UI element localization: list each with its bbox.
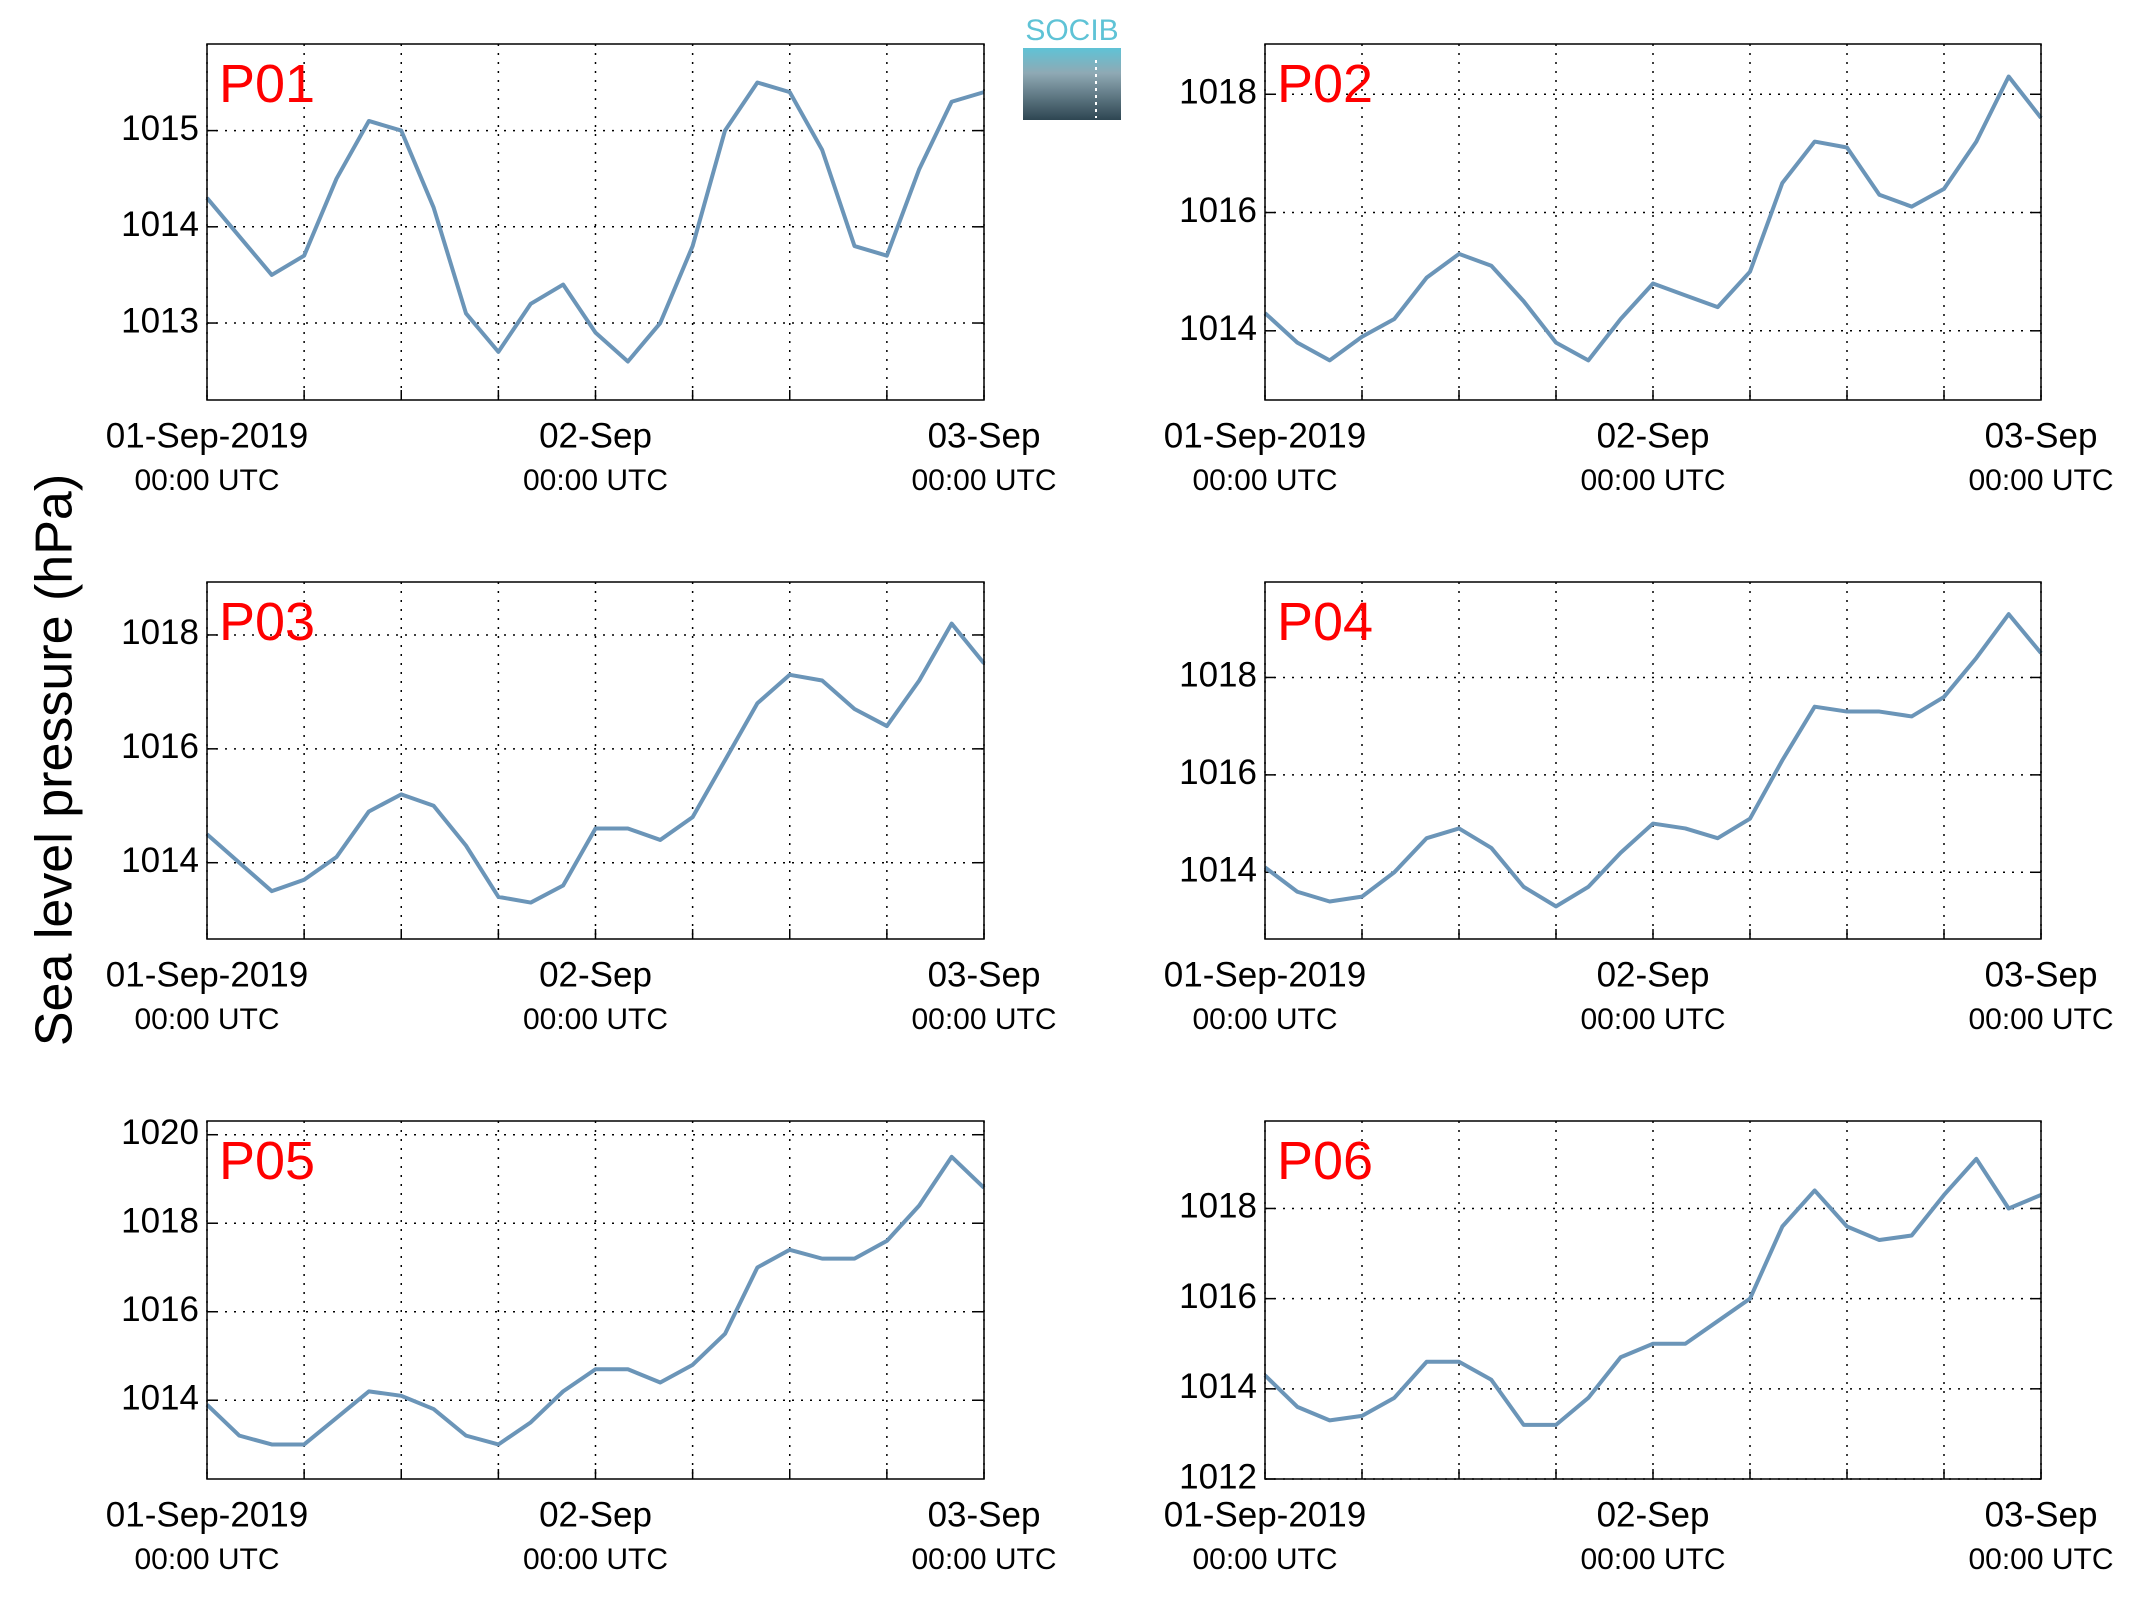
data-line — [205, 621, 986, 905]
logo-mark — [1023, 48, 1121, 120]
y-tick-label: 1014 — [121, 1378, 199, 1417]
x-tick-label: 02-Sep — [1597, 955, 1710, 994]
y-tick-label: 1016 — [1179, 191, 1257, 230]
x-tick-label: 03-Sep — [1985, 416, 2098, 455]
x-tick-label: 02-Sep — [539, 1495, 652, 1534]
y-tick-label: 1016 — [121, 1290, 199, 1329]
x-tick-label: 01-Sep-2019 — [1164, 416, 1366, 455]
plot-area — [1265, 582, 2041, 939]
x-tick-label: 01-Sep-2019 — [106, 955, 308, 994]
x-tick-sublabel: 00:00 UTC — [1192, 1003, 1337, 1036]
x-tick-sublabel: 00:00 UTC — [134, 1543, 279, 1576]
data-line — [1263, 612, 2043, 909]
logo-text: SOCIB — [1025, 14, 1118, 47]
x-tick-sublabel: 00:00 UTC — [1968, 464, 2113, 497]
y-tick-label: 1015 — [121, 109, 199, 148]
y-tick-label: 1014 — [121, 205, 199, 244]
plot-frame — [1264, 43, 2042, 401]
y-tick-label: 1016 — [1179, 1277, 1257, 1316]
x-tick-sublabel: 00:00 UTC — [134, 464, 279, 497]
x-tick-sublabel: 00:00 UTC — [1968, 1543, 2113, 1576]
y-tick-label: 1016 — [121, 727, 199, 766]
plot-frame — [1264, 581, 2042, 940]
x-tick-sublabel: 00:00 UTC — [1580, 464, 1725, 497]
y-tick-label: 1016 — [1179, 753, 1257, 792]
panel-title: P04 — [1277, 592, 1373, 652]
data-line — [1263, 74, 2043, 363]
x-tick-sublabel: 00:00 UTC — [523, 464, 668, 497]
x-tick-label: 02-Sep — [1597, 1495, 1710, 1534]
x-tick-label: 02-Sep — [539, 955, 652, 994]
y-tick-label: 1018 — [121, 613, 199, 652]
x-tick-label: 03-Sep — [1985, 1495, 2098, 1534]
y-tick-label: 1014 — [121, 841, 199, 880]
x-tick-label: 03-Sep — [928, 955, 1041, 994]
x-tick-label: 03-Sep — [1985, 955, 2098, 994]
y-tick-label: 1012 — [1179, 1457, 1257, 1496]
x-tick-label: 01-Sep-2019 — [1164, 1495, 1366, 1534]
y-axis-label: Sea level pressure (hPa) — [26, 474, 84, 1046]
panel-title: P02 — [1277, 54, 1373, 114]
x-tick-label: 01-Sep-2019 — [1164, 955, 1366, 994]
y-tick-label: 1020 — [121, 1113, 199, 1152]
x-tick-sublabel: 00:00 UTC — [1192, 464, 1337, 497]
x-tick-label: 03-Sep — [928, 1495, 1041, 1534]
plot-area — [1265, 1121, 2041, 1479]
plot-area — [207, 1121, 984, 1479]
x-tick-sublabel: 00:00 UTC — [1968, 1003, 2113, 1036]
x-tick-label: 02-Sep — [539, 416, 652, 455]
x-tick-label: 02-Sep — [1597, 416, 1710, 455]
plot-area — [1265, 44, 2041, 400]
plot-frame — [206, 43, 985, 401]
x-tick-label: 01-Sep-2019 — [106, 416, 308, 455]
y-tick-label: 1014 — [1179, 851, 1257, 890]
y-tick-label: 1018 — [1179, 1187, 1257, 1226]
y-tick-label: 1018 — [1179, 73, 1257, 112]
panel-title: P03 — [219, 592, 315, 652]
data-line — [205, 80, 985, 364]
x-tick-sublabel: 00:00 UTC — [911, 1543, 1056, 1576]
x-tick-sublabel: 00:00 UTC — [1580, 1003, 1725, 1036]
x-tick-sublabel: 00:00 UTC — [911, 1003, 1056, 1036]
x-tick-sublabel: 00:00 UTC — [911, 464, 1056, 497]
plot-frame — [206, 581, 985, 940]
x-tick-sublabel: 00:00 UTC — [1580, 1543, 1725, 1576]
plot-frame — [1264, 1120, 2042, 1480]
plot-area — [207, 44, 984, 400]
plot-frame — [206, 1120, 985, 1480]
x-tick-label: 01-Sep-2019 — [106, 1495, 308, 1534]
panel-title: P05 — [219, 1131, 315, 1191]
y-tick-label: 1014 — [1179, 309, 1257, 348]
y-tick-label: 1018 — [1179, 656, 1257, 695]
data-line — [1263, 1156, 2042, 1427]
y-tick-label: 1018 — [121, 1201, 199, 1240]
x-tick-sublabel: 00:00 UTC — [134, 1003, 279, 1036]
y-tick-label: 1013 — [121, 301, 199, 340]
panel-title: P01 — [219, 54, 315, 114]
y-tick-label: 1014 — [1179, 1367, 1257, 1406]
x-tick-sublabel: 00:00 UTC — [523, 1543, 668, 1576]
x-tick-label: 03-Sep — [928, 416, 1041, 455]
x-tick-sublabel: 00:00 UTC — [523, 1003, 668, 1036]
data-line — [205, 1154, 986, 1447]
panel-title: P06 — [1277, 1131, 1373, 1191]
x-tick-sublabel: 00:00 UTC — [1192, 1543, 1337, 1576]
logo: SOCIB — [1023, 14, 1121, 120]
